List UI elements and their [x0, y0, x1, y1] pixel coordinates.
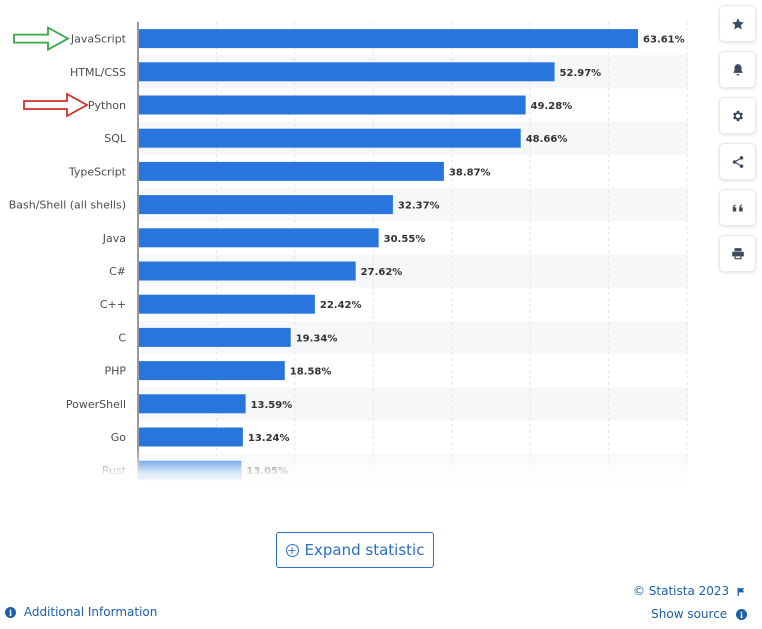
category-label: JavaScript: [70, 33, 127, 46]
category-label: PHP: [104, 365, 126, 378]
category-label: Bash/Shell (all shells): [9, 199, 126, 212]
quote-icon: [732, 204, 743, 211]
value-label: 38.87%: [449, 167, 491, 178]
value-label: 49.28%: [531, 101, 573, 112]
plus-circle-icon: +: [285, 543, 299, 557]
bar[interactable]: [139, 195, 393, 215]
bar[interactable]: [139, 394, 246, 414]
value-label: 18.58%: [290, 367, 332, 378]
value-label: 27.62%: [361, 267, 403, 278]
category-label: Go: [111, 431, 127, 444]
value-label: 63.61%: [643, 35, 685, 46]
category-label: SQL: [104, 132, 127, 145]
settings-button[interactable]: [719, 97, 756, 134]
value-label: 32.37%: [398, 201, 440, 212]
bell-icon: [732, 63, 743, 76]
bar[interactable]: [139, 327, 291, 347]
category-label: TypeScript: [68, 165, 127, 178]
info-icon: i: [5, 607, 16, 618]
category-label: C: [118, 331, 126, 344]
value-label: 30.55%: [384, 234, 426, 245]
category-label: C#: [109, 265, 126, 278]
additional-information-link[interactable]: i Additional Information: [5, 605, 157, 619]
category-label: PowerShell: [66, 398, 126, 411]
bar[interactable]: [139, 228, 379, 248]
category-label: Python: [88, 99, 126, 112]
value-label: 52.97%: [560, 68, 602, 79]
print-button[interactable]: [719, 235, 756, 272]
gear-icon: [732, 110, 743, 121]
bar[interactable]: [139, 361, 285, 381]
bar[interactable]: [139, 427, 243, 447]
value-label: 19.34%: [296, 333, 338, 344]
star-icon: [731, 17, 744, 29]
value-label: 48.66%: [526, 134, 568, 145]
fade-overlay: [0, 449, 700, 493]
bar[interactable]: [139, 161, 444, 181]
cite-button[interactable]: [719, 189, 756, 226]
annotation-arrow: [23, 92, 89, 118]
value-label: 13.59%: [251, 400, 293, 411]
value-label: 22.42%: [320, 300, 362, 311]
share-icon: [732, 155, 743, 168]
bar[interactable]: [139, 294, 315, 314]
expand-statistic-button[interactable]: + Expand statistic: [276, 532, 434, 568]
annotation-arrow: [13, 26, 70, 52]
favorite-button[interactable]: [719, 5, 756, 42]
value-label: 13.24%: [248, 433, 290, 444]
bar[interactable]: [139, 62, 555, 82]
bar[interactable]: [139, 95, 526, 115]
print-icon: [731, 247, 744, 259]
expand-label: Expand statistic: [304, 541, 425, 559]
copyright-text[interactable]: © Statista 2023: [633, 584, 746, 598]
bar[interactable]: [139, 261, 356, 281]
notification-button[interactable]: [719, 51, 756, 88]
share-button[interactable]: [719, 143, 756, 180]
category-label: C++: [100, 298, 126, 311]
bar[interactable]: [139, 29, 638, 49]
info-icon: i: [736, 609, 747, 620]
category-label: HTML/CSS: [70, 66, 126, 79]
show-source-link[interactable]: Show source i: [651, 607, 747, 621]
category-label: Java: [102, 232, 126, 245]
bar[interactable]: [139, 128, 521, 148]
flag-icon: [737, 587, 745, 596]
